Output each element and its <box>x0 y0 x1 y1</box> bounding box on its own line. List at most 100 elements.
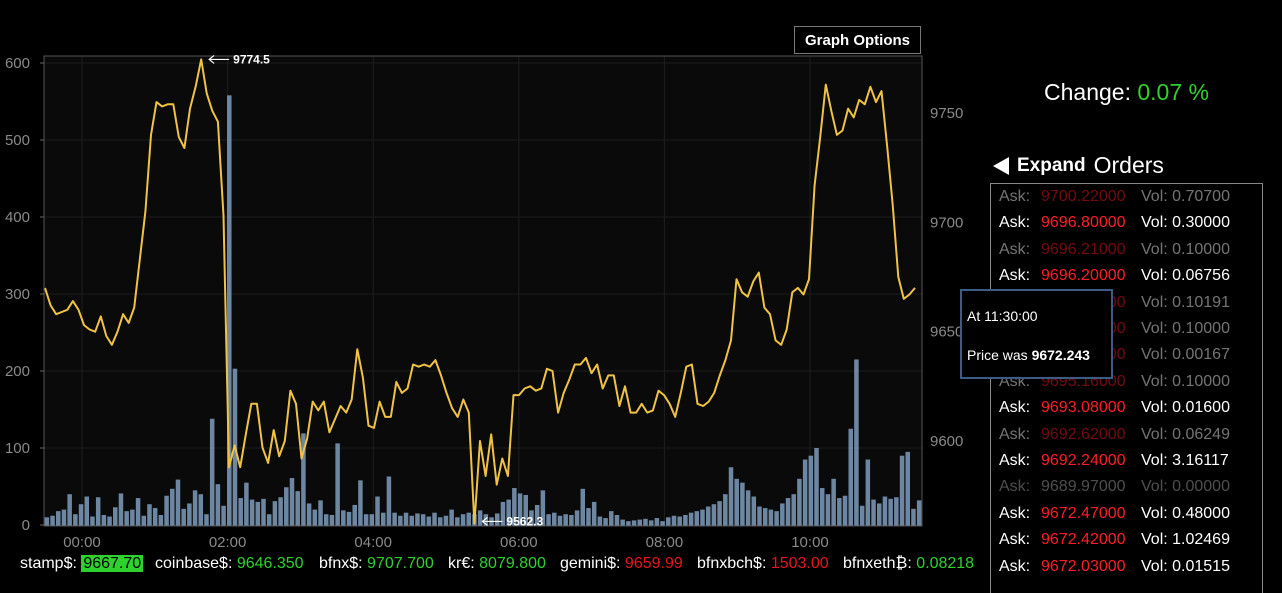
orders-list[interactable]: Ask: 9700.22000 Vol: 0.70700 Ask: 9696.80000… <box>990 183 1263 593</box>
order-volume: Vol: 0.48000 <box>1141 504 1230 522</box>
ticker-item: bfnx$: 9707.700 <box>319 555 434 573</box>
volume-bar <box>523 494 529 526</box>
volume-bar <box>768 509 774 526</box>
ticker-label: kr€: <box>448 555 480 572</box>
order-row[interactable]: Ask: 9692.62000 Vol: 0.06249 <box>999 425 1230 444</box>
volume-bar <box>113 507 118 526</box>
ticker-item: kr€: 8079.800 <box>448 555 546 573</box>
volume-bar <box>762 508 768 526</box>
volume-bar <box>660 521 665 526</box>
tooltip-price: Price was 9672.243 <box>967 347 1090 363</box>
volume-bar <box>580 488 586 526</box>
volume-bar <box>597 516 603 526</box>
volume-bar <box>449 509 454 526</box>
volume-bar <box>534 504 540 526</box>
volume-bar <box>50 515 55 526</box>
order-side: Ask: <box>999 214 1031 232</box>
price-series <box>44 58 916 525</box>
order-row[interactable]: Ask: 9696.21000 Vol: 0.10000 <box>999 240 1230 259</box>
volume-bar <box>90 516 95 526</box>
volume-bar <box>204 514 209 526</box>
volume-bar <box>386 476 392 526</box>
expand-arrow-icon[interactable] <box>993 156 1009 175</box>
chart-annotations: 9774.5 9562.3 <box>208 52 543 528</box>
volume-bar <box>181 508 186 526</box>
left-tick-label: 100 <box>5 440 30 457</box>
order-row[interactable]: Ask: 9693.08000 Vol: 0.01600 <box>999 399 1230 417</box>
volume-bar <box>894 497 899 526</box>
volume-bar <box>95 497 101 526</box>
volume-bar <box>152 508 158 526</box>
graph-options-button[interactable]: Graph Options <box>794 26 921 54</box>
volume-bar <box>683 514 688 526</box>
volume-bar <box>540 490 546 526</box>
ticker-value: 9659.99 <box>624 555 683 572</box>
order-side: Ask: <box>999 425 1031 443</box>
volume-bar <box>215 484 221 526</box>
volume-bar <box>432 512 437 526</box>
volume-bar <box>603 518 608 526</box>
volume-bar <box>255 501 261 526</box>
order-side: Ask: <box>999 240 1031 258</box>
volume-bar <box>677 516 682 526</box>
volume-bar <box>631 520 637 526</box>
volume-bar <box>888 498 893 526</box>
volume-bar <box>671 515 677 526</box>
volume-bar <box>785 498 791 526</box>
volume-bar <box>426 516 432 526</box>
volume-bar <box>654 518 660 526</box>
x-tick-label: 06:00 <box>500 534 538 551</box>
volume-bar <box>728 467 734 526</box>
volume-bar <box>415 513 420 526</box>
volume-bar <box>238 498 243 526</box>
volume-bar <box>107 516 112 526</box>
volume-bar <box>78 504 84 526</box>
volume-bar <box>911 508 916 526</box>
volume-bar <box>363 514 369 526</box>
volume-bar <box>591 501 597 526</box>
order-row[interactable]: Ask: 9700.22000 Vol: 0.70700 <box>999 188 1230 206</box>
volume-bar <box>517 493 523 526</box>
order-row[interactable]: Ask: 9672.47000 Vol: 0.48000 <box>999 505 1230 523</box>
volume-bar <box>871 499 876 526</box>
ticker-label: bfnx$: <box>319 555 368 572</box>
order-row[interactable]: Ask: 9672.03000 Vol: 0.01515 <box>999 558 1230 576</box>
volume-bar <box>403 512 409 526</box>
x-tick-label: 04:00 <box>354 534 392 551</box>
order-row[interactable]: Ask: 9696.80000 Vol: 0.30000 <box>999 214 1230 232</box>
volume-bar <box>312 509 318 526</box>
volume-bar <box>865 459 871 526</box>
volume-bar <box>557 515 563 526</box>
ticker-label: gemini$: <box>560 555 625 572</box>
change-display: Change: 0.07 % <box>1044 79 1209 106</box>
order-row[interactable]: Ask: 9696.20000 Vol: 0.06756 <box>999 267 1230 285</box>
volume-bar <box>546 514 551 526</box>
order-row[interactable]: Ask: 9692.24000 Vol: 3.16117 <box>999 452 1229 470</box>
x-tick-label: 02:00 <box>209 534 247 551</box>
order-row[interactable]: Ask: 9689.97000 Vol: 0.00000 <box>999 478 1230 496</box>
order-price: 9696.20000 <box>1041 267 1126 285</box>
volume-bar <box>711 504 717 526</box>
volume-bar <box>495 513 500 526</box>
volume-bar <box>392 512 397 526</box>
volume-bar <box>284 487 289 526</box>
volume-bar <box>882 496 888 526</box>
left-tick-label: 600 <box>5 55 30 72</box>
order-row[interactable]: Ask: 9672.42000 Vol: 1.02469 <box>999 531 1230 549</box>
volume-bar <box>848 428 853 526</box>
order-volume: Vol: 1.02469 <box>1141 531 1230 549</box>
order-volume: Vol: 0.00167 <box>1141 346 1230 364</box>
right-tick-label: 9700 <box>930 214 963 231</box>
volume-bar <box>688 512 694 526</box>
volume-bar <box>398 515 403 526</box>
order-price: 9672.03000 <box>1041 557 1126 575</box>
expand-button[interactable]: Expand <box>1017 154 1086 176</box>
order-volume: Vol: 0.10000 <box>1141 372 1230 390</box>
volume-bar <box>352 504 357 526</box>
tooltip-price-prefix: Price was <box>967 347 1032 363</box>
order-price: 9689.97000 <box>1041 478 1126 496</box>
order-volume: Vol: 0.70700 <box>1141 188 1230 205</box>
volume-bar <box>175 479 181 526</box>
order-side: Ask: <box>999 531 1031 549</box>
